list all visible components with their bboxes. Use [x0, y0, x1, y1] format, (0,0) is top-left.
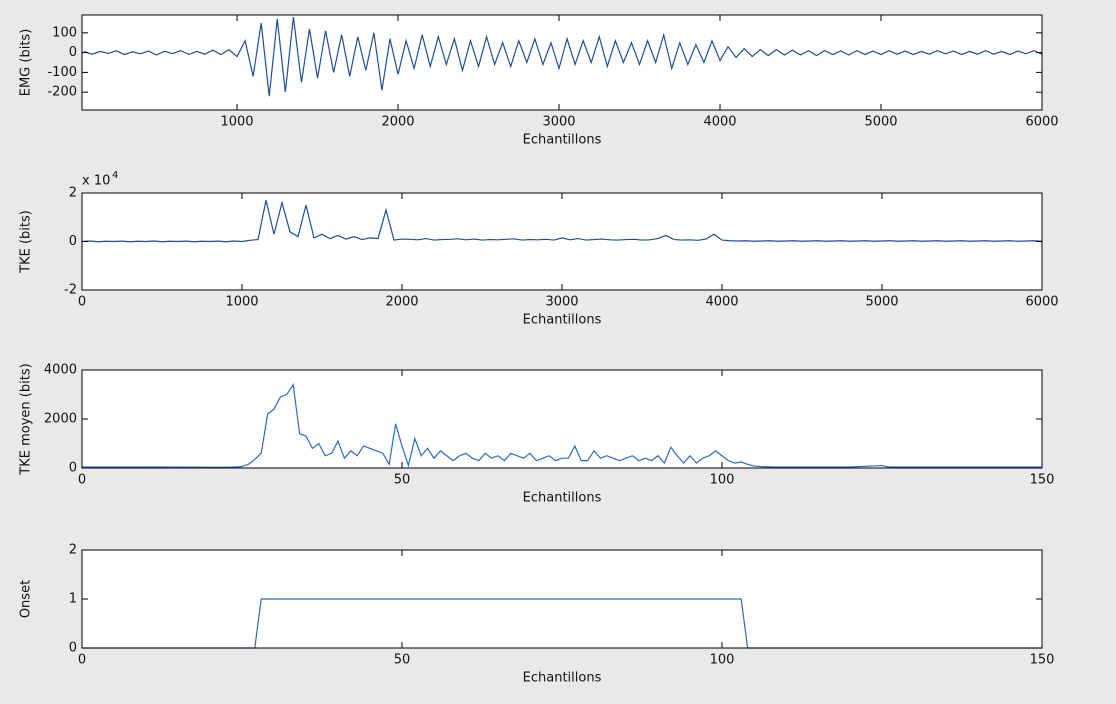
exponent: 4 [112, 170, 118, 181]
data-line [83, 16, 1043, 97]
data-line [81, 200, 1043, 243]
x-axis-label: Echantillons [523, 313, 602, 328]
x-tick-label: 2000 [385, 295, 418, 310]
x-tick-label: 1000 [225, 295, 258, 310]
x-tick-label: 4000 [705, 295, 738, 310]
x-tick-label: 0 [78, 653, 86, 668]
y-tick-label: 0 [69, 234, 77, 249]
y-tick-label: 2 [69, 543, 77, 558]
y-tick-label: 100 [52, 25, 77, 40]
y-tick-label: 2000 [44, 412, 77, 427]
y-tick-label: 1 [69, 592, 77, 607]
x-tick-label: 4000 [703, 115, 736, 130]
y-tick-label: 4000 [44, 363, 77, 378]
y-tick-label: 2 [69, 186, 77, 201]
exponent-base: x 10 [82, 174, 110, 189]
y-axis-label: TKE (bits) [19, 210, 34, 274]
x-tick-label: 1000 [220, 115, 253, 130]
x-tick-label: 5000 [864, 115, 897, 130]
y-axis-label: Onset [19, 580, 34, 618]
x-tick-label: 100 [710, 653, 735, 668]
y-tick-label: -200 [47, 85, 77, 100]
axes-box [82, 15, 1042, 110]
x-tick-label: 3000 [542, 115, 575, 130]
x-tick-label: 50 [394, 473, 411, 488]
x-axis-label: Echantillons [523, 671, 602, 686]
x-tick-label: 50 [394, 653, 411, 668]
x-tick-label: 6000 [1025, 115, 1058, 130]
axes-box [82, 370, 1042, 468]
x-tick-label: 0 [78, 473, 86, 488]
y-axis-label: TKE moyen (bits) [19, 363, 34, 475]
y-tick-label: -2 [64, 283, 77, 298]
y-tick-label: 0 [69, 45, 77, 60]
x-tick-label: 6000 [1025, 295, 1058, 310]
x-tick-label: 100 [710, 473, 735, 488]
y-tick-label: 0 [69, 641, 77, 656]
x-tick-label: 150 [1030, 653, 1055, 668]
y-axis-label: EMG (bits) [19, 29, 34, 97]
x-tick-label: 5000 [865, 295, 898, 310]
y-tick-label: 0 [69, 461, 77, 476]
axes-frame [81, 14, 1043, 111]
x-tick-label: 2000 [381, 115, 414, 130]
data-line [82, 383, 1042, 468]
x-tick-label: 150 [1030, 473, 1055, 488]
x-tick-label: 3000 [545, 295, 578, 310]
x-axis-label: Echantillons [523, 491, 602, 506]
y-tick-label: -100 [47, 65, 77, 80]
x-tick-label: 0 [78, 295, 86, 310]
x-axis-label: Echantillons [523, 133, 602, 148]
